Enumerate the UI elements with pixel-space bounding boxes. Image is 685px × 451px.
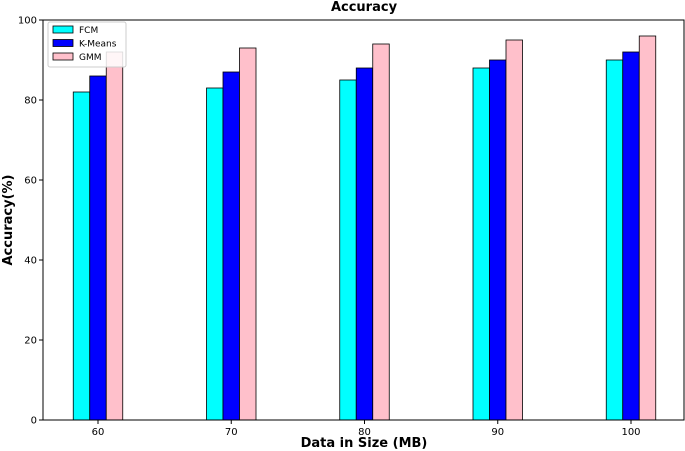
y-tick-label: 100 bbox=[18, 16, 37, 27]
bar-gmm-60 bbox=[105, 51, 124, 421]
chart-title: Accuracy bbox=[331, 0, 398, 15]
bar-k-means-100 bbox=[622, 51, 640, 421]
bar-gmm-90 bbox=[505, 39, 523, 421]
bar-gmm-100 bbox=[638, 35, 657, 421]
x-axis: 60 70 80 90 100 bbox=[92, 420, 641, 438]
x-tick-label: 60 bbox=[92, 427, 105, 438]
legend-swatch-fcm bbox=[52, 25, 74, 34]
y-axis: 0 20 40 60 80 100 bbox=[18, 16, 43, 427]
bar-k-means-80 bbox=[355, 67, 374, 421]
y-axis-title: Accuracy(%) bbox=[1, 175, 16, 266]
bar-fcm-100 bbox=[605, 59, 624, 421]
x-tick-label: 70 bbox=[225, 427, 238, 438]
bar-fcm-70 bbox=[206, 87, 224, 421]
bars bbox=[72, 35, 657, 421]
x-tick-label: 100 bbox=[621, 427, 640, 438]
legend-label-fcm: FCM bbox=[79, 26, 98, 36]
bar-k-means-70 bbox=[222, 71, 240, 421]
bar-fcm-80 bbox=[339, 79, 357, 421]
y-tick-label: 40 bbox=[24, 256, 37, 267]
legend-label-gmm: GMM bbox=[79, 53, 102, 63]
y-tick-label: 60 bbox=[24, 176, 37, 187]
legend-swatch-gmm bbox=[52, 52, 74, 61]
bar-fcm-60 bbox=[72, 91, 91, 421]
y-tick-label: 20 bbox=[24, 336, 37, 347]
legend-label-k-means: K-Means bbox=[79, 40, 117, 50]
plot-area-frame bbox=[42, 19, 685, 421]
bar-fcm-90 bbox=[472, 67, 490, 421]
x-axis-title: Data in Size (MB) bbox=[301, 436, 428, 451]
x-tick-label: 80 bbox=[358, 427, 371, 438]
x-tick-label: 90 bbox=[491, 427, 504, 438]
legend: FCM K-Means GMM bbox=[47, 21, 127, 68]
y-tick-label: 0 bbox=[31, 416, 37, 427]
bar-k-means-90 bbox=[489, 59, 507, 421]
bar-k-means-60 bbox=[89, 75, 107, 421]
bar-gmm-70 bbox=[239, 47, 257, 421]
legend-swatch-k-means bbox=[52, 39, 74, 47]
bar-gmm-80 bbox=[372, 43, 390, 421]
y-tick-label: 80 bbox=[24, 96, 37, 107]
